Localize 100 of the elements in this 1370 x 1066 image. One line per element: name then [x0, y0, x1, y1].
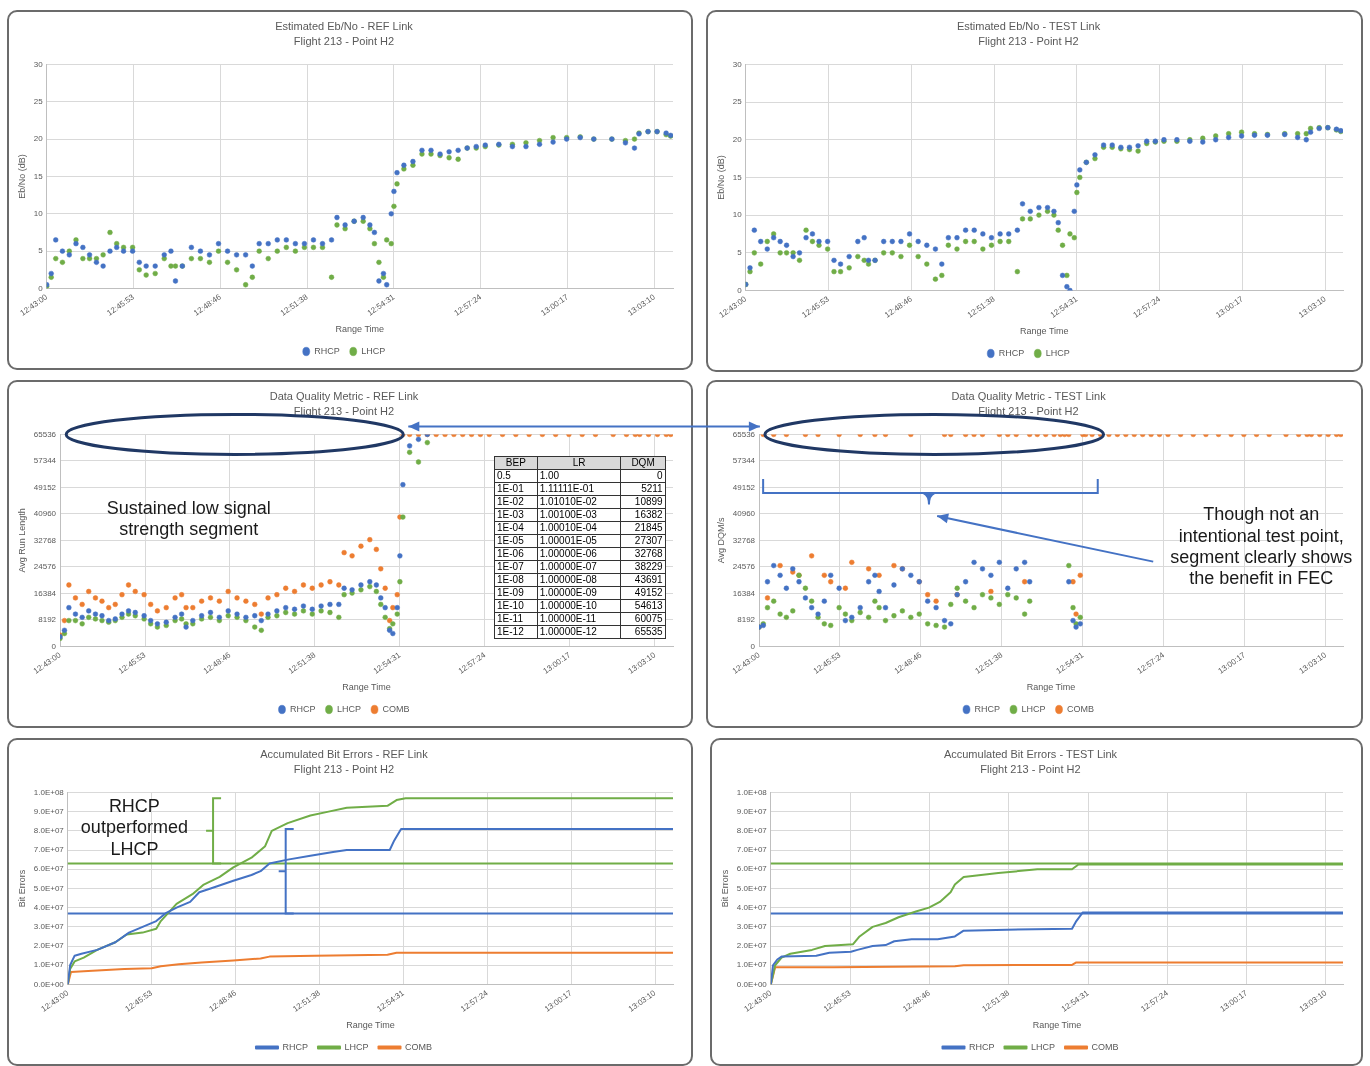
- chart-title: Accumulated Bit Errors - TEST Link: [943, 747, 1118, 760]
- annotation: 0: [620, 469, 666, 483]
- annotation: 5211: [620, 482, 666, 496]
- legend-label: LHCP: [1031, 1041, 1056, 1052]
- annotation: 60075: [620, 612, 666, 626]
- legend-label: RHCP: [314, 345, 340, 356]
- legend-label: LHCP: [1045, 347, 1070, 358]
- y-axis-title: Bit Errors: [719, 869, 730, 908]
- y-tick-label: 0.0E+00: [33, 979, 65, 989]
- y-tick-label: 40960: [732, 509, 756, 519]
- y-tick-label: 49152: [33, 482, 57, 492]
- annotation: Sustained low signal strength segment: [105, 498, 272, 541]
- annotation: 32768: [620, 547, 666, 561]
- y-tick-label: 0: [737, 285, 743, 295]
- y-tick-label: 10: [33, 208, 44, 218]
- annotation: 54613: [620, 599, 666, 613]
- legend-label: COMB: [382, 703, 410, 714]
- annotation: 1.00000E-11: [537, 612, 621, 626]
- y-tick-label: 57344: [732, 456, 756, 466]
- legend-label: RHCP: [282, 1041, 309, 1052]
- legend-label: LHCP: [337, 703, 362, 714]
- chart-title: Data Quality Metric - REF Link: [269, 389, 419, 402]
- chart-subtitle: Flight 213 - Point H2: [293, 762, 395, 775]
- annotation: RHCP outperformed LHCP: [79, 796, 189, 860]
- annotation: 1.00000E-08: [537, 573, 621, 587]
- y-tick-label: 4.0E+07: [33, 902, 65, 912]
- y-tick-label: 3.0E+07: [736, 922, 768, 932]
- y-tick-label: 5: [737, 248, 743, 257]
- y-tick-label: 16384: [732, 588, 756, 598]
- annotation: 1E-09: [494, 586, 538, 600]
- y-tick-label: 2.0E+07: [33, 941, 65, 951]
- y-tick-label: 1.0E+07: [33, 960, 65, 970]
- y-tick-label: 5.0E+07: [736, 883, 768, 893]
- annotation: 1.00: [537, 469, 621, 483]
- annotation: 27307: [620, 534, 666, 548]
- y-tick-label: 5.0E+07: [33, 883, 65, 893]
- annotation: 1E-05: [494, 534, 538, 548]
- y-axis-title: Eb/No (dB): [715, 155, 726, 200]
- y-tick-label: 0: [750, 641, 756, 651]
- y-tick-label: 4.0E+07: [736, 902, 768, 912]
- y-tick-label: 7.0E+07: [33, 845, 65, 855]
- y-tick-label: 7.0E+07: [736, 845, 768, 855]
- y-tick-label: 20: [732, 134, 743, 144]
- annotation: 1.01010E-02: [537, 495, 621, 509]
- chart-subtitle: Flight 213 - Point H2: [980, 762, 1081, 775]
- y-tick-label: 1.0E+07: [736, 960, 768, 970]
- y-tick-label: 40960: [33, 509, 57, 519]
- annotation: 49152: [620, 586, 666, 600]
- y-tick-label: 8.0E+07: [33, 826, 65, 836]
- annotation: 1E-01: [494, 482, 538, 496]
- annotation: 1E-12: [494, 625, 538, 639]
- y-tick-label: 32768: [33, 535, 57, 545]
- y-tick-label: 9.0E+07: [736, 806, 768, 816]
- y-tick-label: 16384: [33, 588, 57, 598]
- legend-label: COMB: [1067, 703, 1094, 714]
- legend-label: LHCP: [1021, 703, 1046, 714]
- y-tick-label: 9.0E+07: [33, 806, 65, 816]
- y-tick-label: 8192: [38, 615, 57, 625]
- y-tick-label: 3.0E+07: [33, 922, 65, 932]
- annotation: DQM: [620, 456, 666, 470]
- annotation: 1E-10: [494, 599, 538, 613]
- y-axis-title: Bit Errors: [16, 869, 27, 908]
- annotation: 65535: [620, 625, 666, 639]
- y-tick-label: 6.0E+07: [33, 864, 65, 874]
- y-tick-label: 1.0E+08: [736, 787, 768, 797]
- chart-title: Estimated Eb/No - TEST Link: [956, 19, 1101, 32]
- y-tick-label: 8.0E+07: [736, 826, 768, 836]
- y-tick-label: 0: [51, 641, 57, 651]
- y-tick-label: 8192: [737, 615, 756, 625]
- y-tick-label: 24576: [732, 562, 756, 572]
- annotation: 1E-08: [494, 573, 538, 587]
- annotation: 1E-06: [494, 547, 538, 561]
- y-tick-label: 32768: [732, 535, 756, 545]
- annotation: 43691: [620, 573, 666, 587]
- annotation: 1.00001E-05: [537, 534, 621, 548]
- y-tick-label: 1.0E+08: [33, 787, 65, 797]
- annotation: 21845: [620, 521, 666, 535]
- y-tick-label: 0.0E+00: [736, 979, 768, 989]
- y-tick-label: 25: [732, 97, 743, 107]
- annotation: 1.00000E-06: [537, 547, 621, 561]
- y-tick-label: 30: [33, 59, 44, 69]
- legend-label: COMB: [405, 1041, 432, 1052]
- annotation: 1E-02: [494, 495, 538, 509]
- y-tick-label: 49152: [732, 482, 756, 492]
- legend-label: LHCP: [344, 1041, 369, 1052]
- y-tick-label: 15: [732, 172, 743, 182]
- annotation: Though not an intentional test point, segment clearly shows the benefit in FEC: [1169, 504, 1354, 590]
- annotation: 1.00000E-09: [537, 586, 621, 600]
- legend-label: LHCP: [361, 345, 386, 356]
- chart-title: Accumulated Bit Errors - REF Link: [260, 747, 429, 760]
- x-axis-title: Range Time: [335, 324, 385, 335]
- annotation: 1.00010E-04: [537, 521, 621, 535]
- y-tick-label: 25: [33, 96, 44, 106]
- annotation: 1.00100E-03: [537, 508, 621, 522]
- annotation: 16382: [620, 508, 666, 522]
- legend-label: RHCP: [998, 347, 1025, 358]
- y-tick-label: 30: [732, 59, 743, 69]
- x-axis-title: Range Time: [342, 682, 391, 693]
- x-axis-title: Range Time: [346, 1020, 395, 1031]
- annotation: 1E-03: [494, 508, 538, 522]
